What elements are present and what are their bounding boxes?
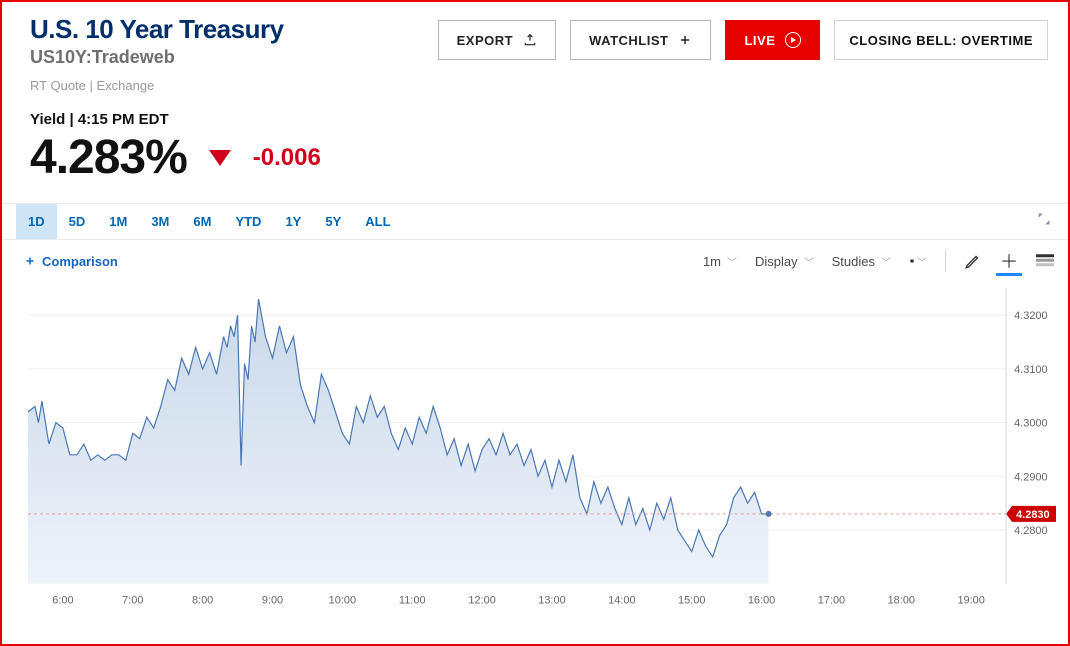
- banner-label: CLOSING BELL: OVERTIME: [849, 33, 1033, 48]
- chevron-down-icon: ﹀: [881, 254, 891, 269]
- svg-text:4.3100: 4.3100: [1014, 364, 1048, 376]
- watchlist-label: WATCHLIST: [589, 33, 668, 48]
- header-buttons: EXPORT WATCHLIST LIVE CLOSING BELL: OVER…: [438, 20, 1048, 60]
- chart-toolbar: Comparison 1m ﹀ Display ﹀ Studies ﹀ ﹀: [2, 240, 1068, 282]
- gear-icon: [909, 252, 915, 270]
- header: U.S. 10 Year Treasury US10Y:Tradeweb RT …: [2, 2, 1068, 93]
- instrument-title: U.S. 10 Year Treasury: [30, 14, 284, 45]
- svg-text:9:00: 9:00: [262, 595, 283, 607]
- svg-text:19:00: 19:00: [957, 595, 984, 607]
- pencil-icon: [964, 252, 982, 270]
- expand-icon[interactable]: [1030, 211, 1058, 232]
- svg-text:14:00: 14:00: [608, 595, 635, 607]
- plus-small-icon: [24, 255, 36, 267]
- range-bar: 1D5D1M3M6MYTD1Y5YALL: [2, 203, 1068, 240]
- svg-text:4.2900: 4.2900: [1014, 471, 1048, 483]
- interval-dropdown[interactable]: 1m ﹀: [703, 254, 737, 269]
- crosshair-icon: [1000, 252, 1018, 270]
- svg-text:4.2830: 4.2830: [1016, 509, 1050, 521]
- draw-button[interactable]: [964, 252, 982, 270]
- range-tab-1y[interactable]: 1Y: [273, 204, 313, 239]
- crosshair-button[interactable]: [1000, 252, 1018, 270]
- svg-text:12:00: 12:00: [468, 595, 495, 607]
- chevron-down-icon: ﹀: [917, 254, 927, 269]
- title-block: U.S. 10 Year Treasury US10Y:Tradeweb RT …: [30, 14, 284, 93]
- range-tab-ytd[interactable]: YTD: [223, 204, 273, 239]
- svg-text:6:00: 6:00: [52, 595, 73, 607]
- svg-text:4.3000: 4.3000: [1014, 418, 1048, 430]
- comparison-button[interactable]: Comparison: [24, 254, 118, 269]
- live-button[interactable]: LIVE: [725, 20, 820, 60]
- chevron-down-icon: ﹀: [804, 254, 814, 269]
- export-button[interactable]: EXPORT: [438, 20, 556, 60]
- range-tab-all[interactable]: ALL: [353, 204, 402, 239]
- svg-text:10:00: 10:00: [329, 595, 356, 607]
- chevron-down-icon: ﹀: [727, 254, 737, 269]
- down-triangle-icon: [209, 150, 231, 166]
- upload-icon: [523, 33, 537, 47]
- plus-icon: [678, 33, 692, 47]
- svg-text:16:00: 16:00: [748, 595, 775, 607]
- yield-block: Yield | 4:15 PM EDT 4.283% -0.006: [2, 93, 1068, 185]
- export-label: EXPORT: [457, 33, 513, 48]
- yield-value: 4.283%: [30, 130, 187, 185]
- separator: [945, 250, 946, 272]
- yield-chart: 4.2800 4.2900 4.3000 4.3100 4.3200 4.2830 6:00…: [8, 282, 1062, 612]
- interval-label: 1m: [703, 254, 721, 269]
- yield-label: Yield | 4:15 PM EDT: [30, 111, 1040, 128]
- live-label: LIVE: [744, 33, 775, 48]
- svg-text:8:00: 8:00: [192, 595, 213, 607]
- range-tab-6m[interactable]: 6M: [181, 204, 223, 239]
- toolbar-right: 1m ﹀ Display ﹀ Studies ﹀ ﹀: [703, 250, 1054, 272]
- table-icon: [1036, 254, 1054, 268]
- range-tabs: 1D5D1M3M6MYTD1Y5YALL: [16, 204, 403, 239]
- yield-delta: -0.006: [253, 144, 321, 172]
- svg-text:13:00: 13:00: [538, 595, 565, 607]
- instrument-subtitle: US10Y:Tradeweb: [30, 47, 284, 68]
- range-tab-1d[interactable]: 1D: [16, 204, 57, 239]
- chart-area[interactable]: 4.2800 4.2900 4.3000 4.3100 4.3200 4.2830 6:00…: [8, 282, 1062, 612]
- display-dropdown[interactable]: Display ﹀: [755, 254, 814, 269]
- app-frame: U.S. 10 Year Treasury US10Y:Tradeweb RT …: [0, 0, 1070, 646]
- svg-text:7:00: 7:00: [122, 595, 143, 607]
- table-button[interactable]: [1036, 252, 1054, 270]
- svg-text:4.3200: 4.3200: [1014, 310, 1048, 322]
- svg-text:4.2800: 4.2800: [1014, 525, 1048, 537]
- display-label: Display: [755, 254, 798, 269]
- svg-text:18:00: 18:00: [888, 595, 915, 607]
- range-tab-1m[interactable]: 1M: [97, 204, 139, 239]
- range-tab-5d[interactable]: 5D: [57, 204, 98, 239]
- watchlist-button[interactable]: WATCHLIST: [570, 20, 711, 60]
- play-circle-icon: [785, 32, 801, 48]
- quote-meta: RT Quote | Exchange: [30, 78, 284, 93]
- closing-bell-banner[interactable]: CLOSING BELL: OVERTIME: [834, 20, 1048, 60]
- range-tab-5y[interactable]: 5Y: [313, 204, 353, 239]
- svg-text:11:00: 11:00: [399, 595, 426, 607]
- range-tab-3m[interactable]: 3M: [139, 204, 181, 239]
- comparison-label: Comparison: [42, 254, 118, 269]
- studies-dropdown[interactable]: Studies ﹀: [832, 254, 891, 269]
- studies-label: Studies: [832, 254, 875, 269]
- settings-button[interactable]: ﹀: [909, 252, 927, 270]
- yield-row: 4.283% -0.006: [30, 130, 1040, 185]
- svg-text:17:00: 17:00: [818, 595, 845, 607]
- svg-text:15:00: 15:00: [678, 595, 705, 607]
